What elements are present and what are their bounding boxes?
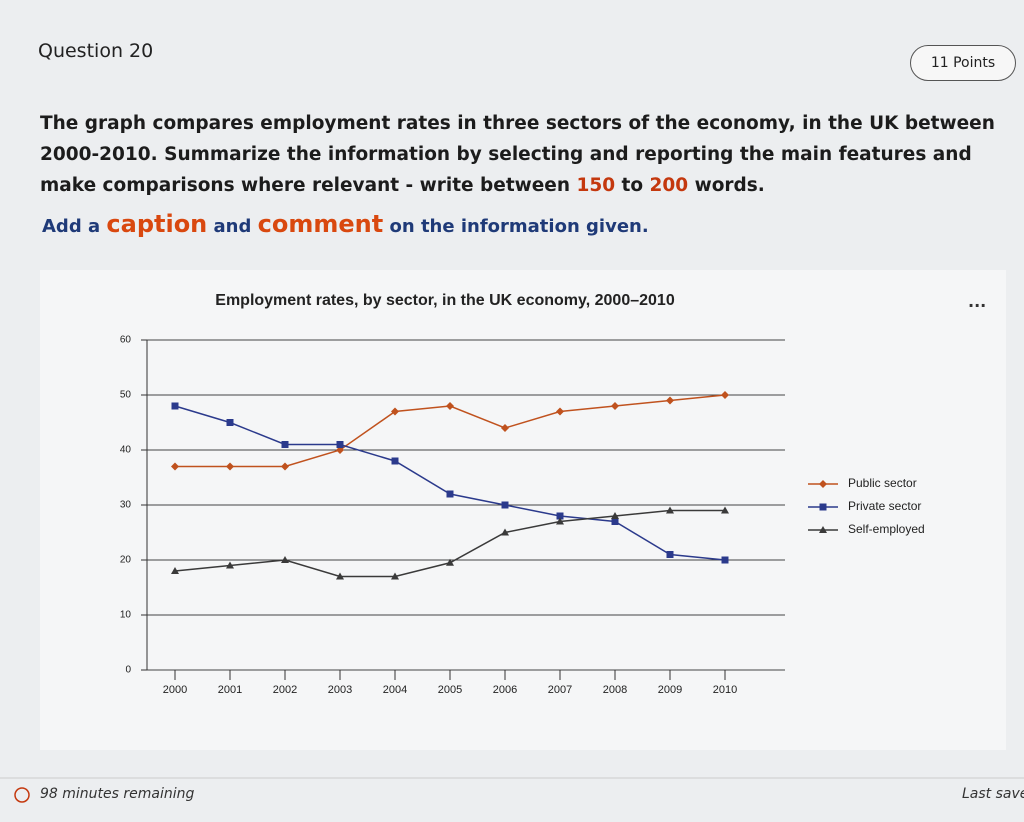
data-point: [171, 462, 179, 471]
prompt-text: words.: [688, 175, 765, 196]
legend-marker: [819, 480, 827, 488]
x-tick-label: 2002: [273, 684, 297, 696]
prompt-text: to: [615, 175, 650, 196]
points-badge: 11 Points: [910, 45, 1016, 81]
y-tick-label: 50: [120, 390, 132, 401]
y-tick-label: 30: [120, 500, 132, 511]
data-point: [226, 419, 234, 426]
x-tick-label: 2004: [383, 684, 407, 696]
data-point: [721, 391, 729, 399]
keyword: comment: [257, 210, 384, 238]
data-point: [171, 567, 179, 574]
data-point: [226, 462, 234, 471]
x-tick-label: 2001: [218, 684, 242, 696]
x-tick-label: 2003: [328, 684, 352, 696]
data-point: [666, 396, 674, 405]
data-point: [336, 572, 344, 580]
y-tick-label: 60: [120, 335, 132, 346]
y-tick-label: 0: [125, 665, 131, 676]
data-point: [666, 506, 674, 514]
y-tick-label: 10: [120, 610, 132, 621]
data-point: [446, 558, 454, 566]
data-point: [721, 506, 729, 514]
prompt: The graph compares employment rates in t…: [40, 108, 1010, 201]
data-point: [171, 402, 179, 410]
data-point: [501, 424, 509, 432]
legend-label: Self-employed: [848, 522, 925, 536]
data-point: [391, 407, 399, 416]
instruction-text: and: [207, 216, 258, 237]
data-point: [281, 462, 289, 471]
y-tick-label: 20: [120, 555, 132, 566]
y-tick-label: 40: [120, 445, 132, 456]
instruction: Add a caption and comment on the informa…: [42, 210, 649, 238]
data-point: [501, 528, 509, 536]
chart-title: Employment rates, by sector, in the UK e…: [215, 292, 675, 309]
prompt-text: The graph compares employment rates in t…: [40, 113, 995, 196]
x-tick-label: 2005: [438, 684, 462, 696]
data-point: [281, 441, 289, 448]
timer: 98 minutes remaining: [40, 786, 195, 802]
data-point: [556, 512, 564, 520]
data-point: [226, 561, 234, 569]
timer-icon: [14, 787, 30, 803]
data-point: [721, 556, 729, 564]
data-point: [611, 402, 619, 410]
data-point: [336, 441, 344, 448]
x-tick-label: 2008: [603, 684, 627, 696]
data-point: [666, 551, 674, 558]
legend-marker: [819, 503, 827, 511]
data-point: [281, 556, 289, 563]
data-point: [391, 457, 399, 465]
x-tick-label: 2007: [548, 684, 572, 696]
data-point: [391, 572, 399, 580]
instruction-text: on the information given.: [383, 216, 649, 237]
data-point: [611, 512, 619, 519]
data-point: [446, 490, 454, 498]
save-status: Last save: [962, 786, 1024, 802]
keyword: caption: [106, 210, 208, 238]
data-point: [501, 501, 509, 509]
data-point: [556, 407, 564, 416]
x-tick-label: 2006: [493, 684, 517, 696]
legend-label: Private sector: [848, 499, 921, 513]
instruction-text: Add a: [42, 216, 107, 237]
more-menu[interactable]: ...: [968, 292, 987, 311]
word-min: 150: [576, 175, 616, 196]
x-tick-label: 2000: [163, 684, 187, 696]
legend-label: Public sector: [848, 476, 917, 490]
legend-marker: [819, 526, 827, 533]
question-number: Question 20: [38, 40, 154, 62]
data-point: [611, 518, 619, 525]
x-tick-label: 2010: [713, 684, 737, 696]
data-point: [556, 517, 564, 525]
word-max: 200: [649, 175, 689, 196]
data-point: [446, 402, 454, 410]
x-tick-label: 2009: [658, 684, 682, 696]
